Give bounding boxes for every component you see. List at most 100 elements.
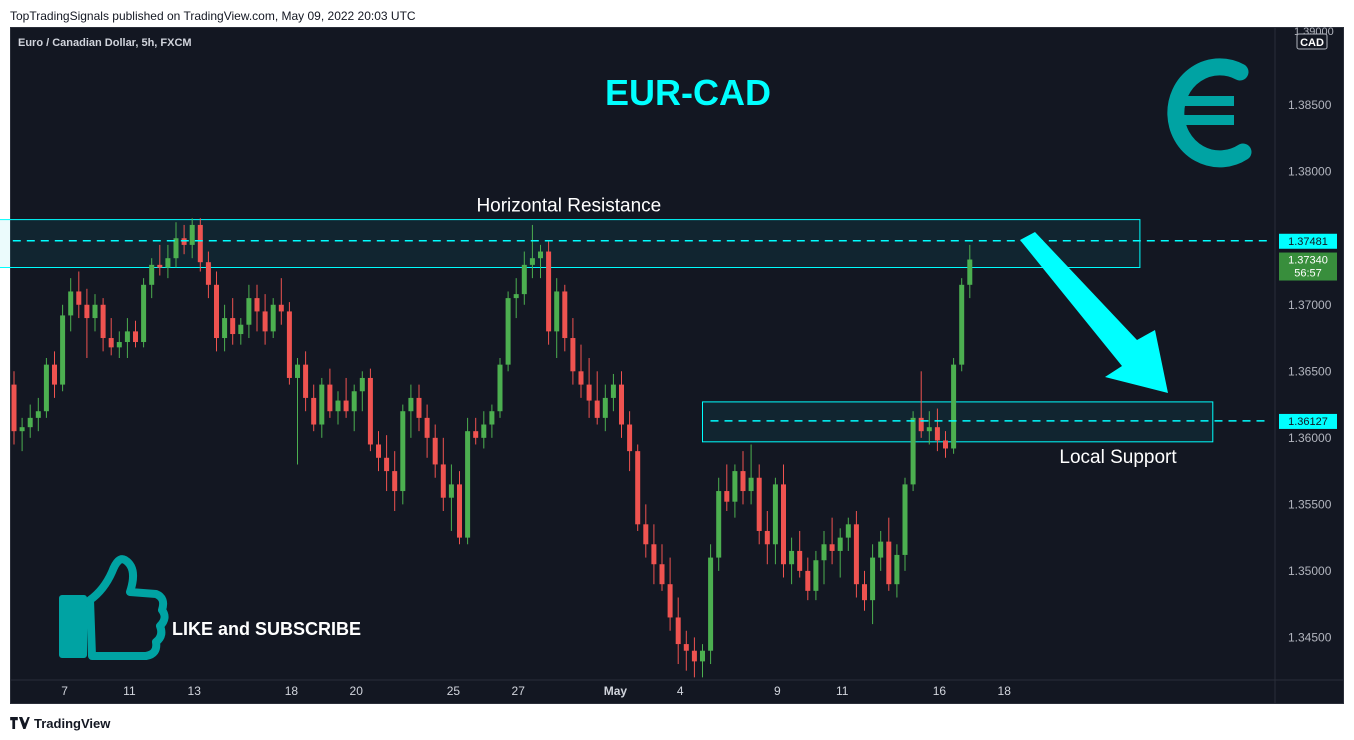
candle-body [586, 384, 592, 401]
candle-body [376, 444, 381, 458]
candle [748, 444, 754, 505]
candle [659, 544, 665, 591]
x-tick-label: 20 [350, 684, 364, 698]
currency-label: CAD [1300, 37, 1324, 49]
candle-body [408, 397, 414, 412]
candle-body [619, 384, 624, 425]
candle [772, 477, 778, 565]
candle [797, 530, 803, 578]
candle [432, 424, 438, 478]
candle-body [594, 400, 600, 418]
candle-body [651, 544, 657, 565]
candle-body [189, 224, 195, 245]
candle-body [432, 437, 438, 465]
candle-body [829, 544, 835, 551]
candle [481, 411, 487, 449]
candle-body [853, 524, 859, 585]
candle [805, 557, 811, 601]
candle-body [43, 364, 49, 412]
candle [238, 318, 244, 345]
candle-body [708, 557, 714, 651]
candle-body [157, 264, 163, 268]
candle-body [918, 417, 924, 432]
candle [295, 357, 300, 465]
candle [505, 291, 511, 372]
candle [214, 271, 219, 352]
candle-body [384, 457, 390, 472]
support-label: Local Support [1059, 447, 1177, 468]
candle-body [602, 397, 608, 418]
candle [319, 377, 325, 438]
candle-body [343, 400, 349, 412]
candle-body [554, 291, 560, 332]
candle-body [108, 338, 114, 348]
candle-body [497, 364, 503, 412]
candle [538, 244, 543, 279]
candle [230, 298, 236, 345]
candle-body [222, 318, 228, 339]
candle [92, 294, 98, 332]
thumb-cuff [59, 595, 87, 658]
candle-body [716, 491, 722, 558]
candle-body [205, 262, 211, 285]
candle [619, 371, 624, 438]
candle-body [359, 377, 365, 392]
candle [570, 318, 576, 385]
x-tick-label: 9 [774, 684, 781, 698]
candle-body [11, 384, 17, 432]
candle [197, 218, 203, 272]
candle-body [789, 550, 795, 565]
candle-body [910, 417, 916, 485]
countdown-text: 56:57 [1294, 268, 1322, 280]
support-price-badge-text: 1.36127 [1288, 416, 1328, 428]
footer: TradingView [10, 713, 110, 733]
candle-body [772, 484, 778, 545]
candle-body [934, 427, 940, 441]
candle [781, 464, 786, 578]
candle-body [351, 391, 357, 412]
candle-body [35, 411, 41, 418]
candle [813, 550, 819, 601]
candle [886, 517, 892, 591]
candle-body [270, 304, 276, 332]
candle [878, 530, 884, 571]
candle-body [416, 397, 422, 418]
candle-body [764, 530, 770, 545]
candle [465, 417, 471, 545]
candle-body [319, 384, 325, 425]
candle [667, 557, 673, 631]
candle-body [254, 298, 260, 312]
candle [327, 368, 333, 418]
candle [497, 357, 503, 418]
candle [35, 397, 41, 432]
candle-body [610, 384, 616, 398]
candle [141, 278, 147, 348]
candle-body [667, 584, 673, 618]
candle [627, 411, 633, 472]
y-tick-label: 1.35000 [1288, 564, 1332, 578]
candle-body [173, 238, 179, 259]
tradingview-logo-icon [10, 717, 30, 729]
candle [529, 224, 535, 279]
symbol-label: Euro / Canadian Dollar, 5h, FXCM [18, 37, 192, 49]
candle-body [246, 298, 252, 325]
candle-body [643, 524, 649, 545]
candle-body [214, 284, 219, 339]
candle [165, 244, 171, 279]
candle [359, 371, 365, 412]
candle-body [238, 324, 244, 335]
candle-body [19, 427, 25, 432]
currency-badge: CAD [1296, 33, 1328, 50]
candle [408, 384, 414, 438]
candle [635, 444, 641, 531]
candle-body [521, 264, 527, 295]
candle-body [886, 541, 892, 585]
candle [513, 278, 519, 319]
x-tick-label: 18 [285, 684, 299, 698]
candle [845, 517, 851, 551]
candle [189, 218, 195, 259]
candle [205, 251, 211, 299]
euro-bar-top [1174, 96, 1234, 106]
candle [651, 524, 657, 585]
